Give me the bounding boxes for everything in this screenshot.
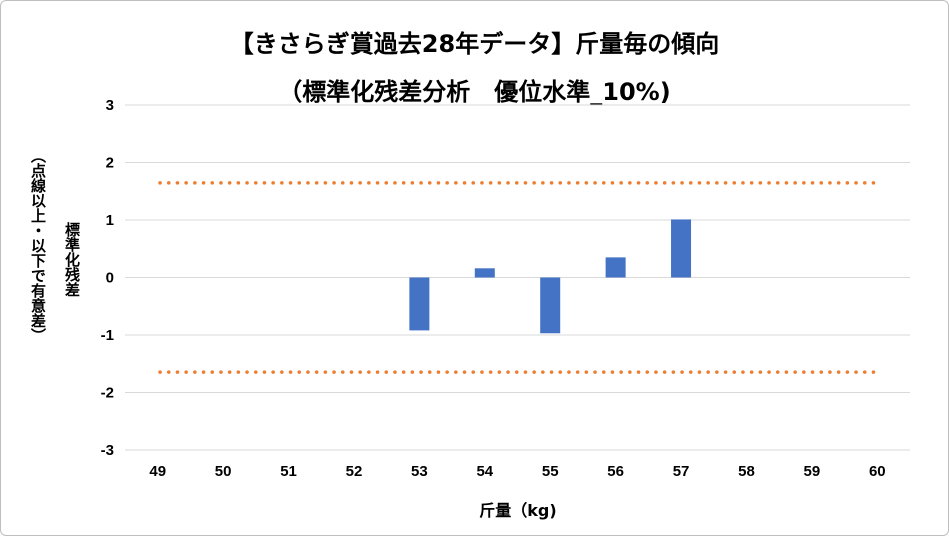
x-axis-label: 斤量（kg) (479, 501, 557, 520)
y-axis-label: 標準化残差 (63, 222, 81, 297)
y-tick-label: -2 (101, 385, 114, 402)
x-tick-label: 59 (804, 463, 821, 480)
gridlines (125, 104, 910, 451)
x-tick-label: 56 (607, 463, 624, 480)
chart-title: 【きさらぎ賞過去28年データ】斤量毎の傾向 (229, 30, 720, 58)
x-tick-label: 55 (542, 463, 559, 480)
y-tick-label: -1 (101, 327, 114, 344)
x-tick-label: 53 (411, 463, 428, 480)
chart-subtitle: （標準化残差分析 優位水準_10%) (278, 78, 671, 106)
x-tick-label: 57 (673, 463, 690, 480)
x-tick-label: 50 (215, 463, 232, 480)
threshold-lines (158, 181, 877, 374)
bar-56 (605, 257, 626, 278)
x-axis-ticks: 49 50 51 52 53 54 55 56 57 58 59 60 (149, 463, 885, 480)
y-tick-label: 1 (106, 212, 114, 229)
bars (409, 219, 692, 334)
y-axis-note: （点線以上・以下で有意差） (29, 148, 47, 343)
x-tick-label: 54 (476, 463, 493, 480)
y-tick-label: 2 (106, 155, 114, 172)
x-tick-label: 51 (280, 463, 297, 480)
x-tick-label: 49 (149, 463, 166, 480)
x-tick-label: 60 (869, 463, 886, 480)
bar-57 (671, 219, 692, 278)
y-tick-label: 3 (106, 97, 114, 114)
y-axis-ticks: 3 2 1 0 -1 -2 -3 (101, 97, 114, 459)
bar-55 (540, 277, 561, 334)
y-tick-label: -3 (101, 442, 114, 459)
bar-53 (409, 277, 430, 331)
bar-54 (474, 268, 495, 278)
x-tick-label: 58 (738, 463, 755, 480)
y-tick-label: 0 (106, 270, 114, 287)
x-tick-label: 52 (346, 463, 363, 480)
